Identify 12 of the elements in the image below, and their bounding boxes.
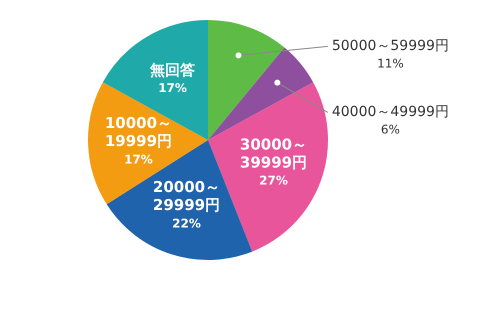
slice-label: 10000～19999円 <box>104 114 172 150</box>
slice-label: 無回答 <box>149 60 196 79</box>
data-label: 11% <box>377 56 404 71</box>
data-label: 27% <box>259 174 288 188</box>
slice-label: 50000～59999円 <box>332 38 449 54</box>
data-label: 17% <box>158 81 187 96</box>
slice-label: 20000～29999円 <box>152 178 220 214</box>
data-label: 6% <box>380 122 400 137</box>
slice-label: 30000～39999円 <box>240 135 308 172</box>
data-label: 22% <box>172 216 201 230</box>
slice-label: 40000～49999円 <box>332 104 449 120</box>
data-label: 17% <box>124 152 153 166</box>
